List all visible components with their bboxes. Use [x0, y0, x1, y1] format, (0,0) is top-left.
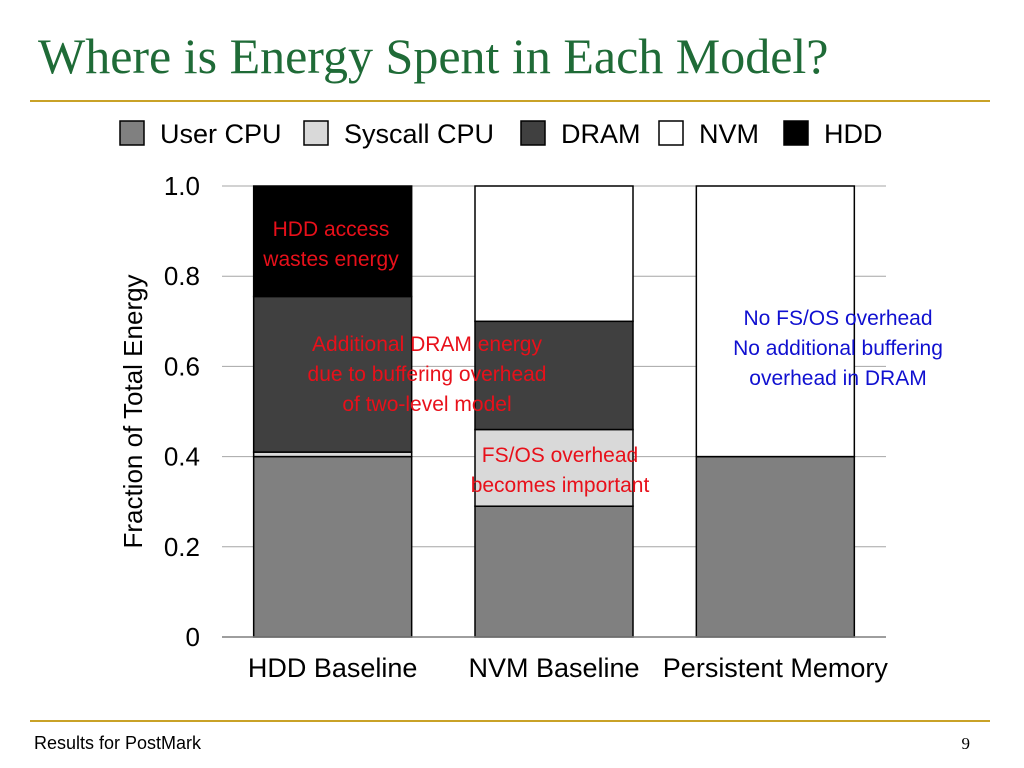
- y-tick-label: 0: [186, 622, 200, 652]
- page-number: 9: [961, 734, 971, 753]
- y-tick-label: 0.6: [164, 351, 200, 381]
- annotation-text: FS/OS overhead: [482, 444, 638, 467]
- bar-segment-user-cpu-nvm-baseline: [474, 505, 634, 638]
- annotation-text: overhead in DRAM: [749, 367, 926, 390]
- legend-swatch-dram: [520, 120, 546, 146]
- y-axis-label: Fraction of Total Energy: [118, 274, 148, 548]
- y-tick-label: 0.2: [164, 532, 200, 562]
- bar-segment-dram-nvm-baseline: [474, 320, 634, 431]
- bar-segment-user-cpu-persistent-memory: [695, 455, 856, 638]
- x-tick-label: NVM Baseline: [468, 653, 639, 683]
- annotation-text: No FS/OS overhead: [743, 307, 932, 330]
- slide-title: Where is Energy Spent in Each Model?: [38, 28, 829, 84]
- bar-segment-dram-hdd-baseline: [252, 295, 413, 453]
- annotation-text: No additional buffering: [733, 337, 943, 360]
- annotation-text: wastes energy: [262, 248, 399, 271]
- y-tick-label: 1.0: [164, 171, 200, 201]
- annotation-text: HDD access: [273, 218, 390, 241]
- legend-label-hdd: HDD: [824, 119, 883, 149]
- legend-label-nvm: NVM: [699, 119, 759, 149]
- footer-divider: [30, 720, 990, 722]
- legend-label-dram: DRAM: [561, 119, 641, 149]
- legend-swatch-hdd: [783, 120, 809, 146]
- bar-segment-user-cpu-hdd-baseline: [252, 455, 413, 638]
- footer-text: Results for PostMark: [34, 733, 202, 753]
- annotation-text: due to buffering overhead: [308, 363, 547, 386]
- stacked-bar-chart: 0 0.2 0.4 0.6 0.8 1.0 Fraction of Total Energy…: [118, 119, 943, 683]
- annotation-text: Additional DRAM energy: [312, 333, 542, 356]
- bar-segment-nvm-nvm-baseline: [474, 185, 634, 323]
- x-tick-label: Persistent Memory: [663, 653, 889, 683]
- y-tick-label: 0.8: [164, 261, 200, 291]
- y-tick-label: 0.4: [164, 442, 200, 472]
- x-tick-label: HDD Baseline: [248, 653, 418, 683]
- legend-swatch-user-cpu: [119, 120, 145, 146]
- bar-segment-hdd-hdd-baseline: [252, 185, 413, 298]
- bar-segment-nvm-persistent-memory: [695, 185, 856, 458]
- annotation-text: becomes important: [471, 474, 650, 497]
- legend-label-user-cpu: User CPU: [160, 119, 282, 149]
- legend-swatch-nvm: [658, 120, 684, 146]
- legend-swatch-syscall-cpu: [303, 120, 329, 146]
- legend-label-syscall-cpu: Syscall CPU: [344, 119, 494, 149]
- annotation-text: of two-level model: [342, 393, 511, 416]
- title-divider: [30, 100, 990, 102]
- bar-segment-syscall-cpu-nvm-baseline: [474, 428, 634, 507]
